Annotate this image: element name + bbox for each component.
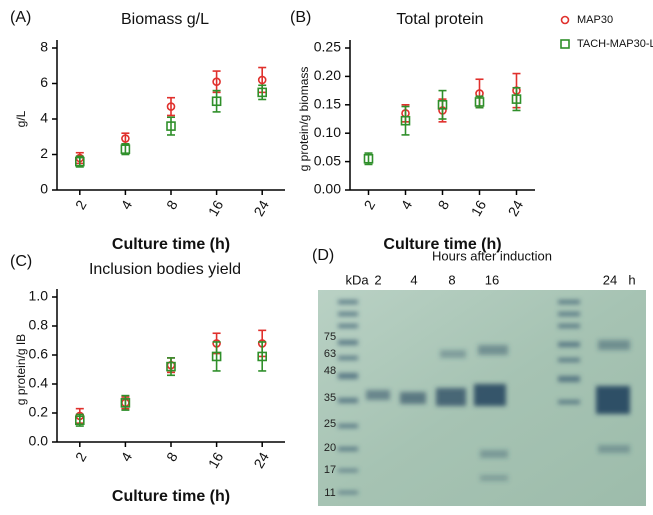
y-tick-label: 0.0: [29, 433, 49, 449]
y-axis-label: g/L: [14, 110, 28, 127]
y-tick-label: 0.8: [29, 317, 49, 333]
x-tick-label: 8: [435, 197, 453, 212]
y-tick-label: 0.10: [314, 124, 341, 140]
x-tick-label: 2: [72, 197, 90, 212]
legend-marker: [560, 15, 570, 25]
lane-label: 24: [603, 272, 617, 287]
chart-title: Biomass g/L: [121, 11, 209, 28]
error-bar: [167, 357, 175, 377]
data-point: [363, 153, 374, 164]
error-bar: [212, 89, 221, 113]
error-bar: [512, 86, 521, 112]
legend-label: TACH-MAP30-LATA: [577, 38, 653, 50]
x-axis-label: Culture time (h): [112, 488, 230, 505]
y-axis-label: g protein/g biomass: [297, 67, 311, 172]
y-tick-label: 4: [40, 110, 48, 126]
data-point: [75, 156, 85, 167]
error-bar: [401, 105, 410, 136]
x-tick-label: 2: [72, 449, 90, 464]
x-axis-label: Culture time (h): [383, 236, 501, 253]
y-tick-label: 6: [40, 74, 48, 90]
data-point: [120, 144, 131, 154]
lane-label: 16: [485, 272, 499, 287]
x-tick-label: 24: [505, 197, 527, 219]
panel-label: (B): [290, 9, 311, 26]
y-tick-label: 0.6: [29, 346, 49, 362]
legend-marker: [560, 39, 570, 49]
data-point: [75, 415, 85, 426]
chart-title: Total protein: [396, 11, 483, 28]
y-axis-label: g protein/g IB: [14, 334, 28, 405]
y-tick-label: 0: [40, 181, 48, 197]
data-point: [166, 102, 176, 111]
x-tick-label: 24: [250, 197, 272, 219]
data-point: [121, 134, 130, 143]
panel-label: (A): [10, 9, 31, 26]
lane-label: 2: [374, 272, 381, 287]
error-bar: [167, 116, 175, 136]
gel-header: Hours after induction: [432, 248, 552, 263]
panel-label: (C): [10, 253, 32, 270]
lane-label: 8: [448, 272, 455, 287]
error-bar: [438, 89, 447, 120]
y-tick-label: 0.25: [314, 39, 341, 55]
y-tick-label: 0.20: [314, 67, 341, 83]
marker-label: 17: [324, 464, 336, 476]
data-point: [474, 97, 485, 107]
x-tick-label: 4: [117, 449, 135, 464]
y-tick-label: 0.2: [29, 404, 49, 420]
data-point: [437, 100, 448, 110]
marker-label: 35: [324, 392, 336, 404]
y-tick-label: 0.05: [314, 152, 341, 168]
y-tick-label: 0.4: [29, 375, 49, 391]
y-tick-label: 2: [40, 145, 48, 161]
y-tick-label: 0.15: [314, 96, 341, 112]
data-point: [211, 351, 222, 362]
y-tick-label: 0.00: [314, 181, 341, 197]
x-tick-label: 16: [205, 197, 227, 219]
data-point: [257, 87, 268, 98]
data-point: [511, 94, 522, 104]
data-point: [120, 398, 131, 408]
marker-label: 20: [324, 442, 336, 454]
marker-label: 11: [324, 487, 335, 499]
data-point: [166, 121, 176, 131]
data-point: [257, 75, 267, 85]
x-axis-label: Culture time (h): [112, 236, 230, 253]
data-point: [257, 351, 268, 362]
y-tick-label: 1.0: [29, 288, 49, 304]
marker-label: 75: [324, 331, 336, 343]
legend-label: MAP30: [577, 14, 613, 26]
x-tick-label: 4: [398, 197, 416, 212]
x-tick-label: 16: [205, 449, 227, 471]
chart-title: Inclusion bodies yield: [89, 261, 241, 278]
x-tick-label: 8: [163, 449, 181, 464]
x-tick-label: 4: [117, 197, 135, 212]
error-bar: [167, 96, 175, 117]
gel-unit: kDa: [345, 272, 369, 287]
marker-label: 48: [324, 365, 336, 377]
y-tick-label: 8: [40, 39, 48, 55]
marker-label: 25: [324, 418, 336, 430]
marker-label: 63: [324, 348, 336, 360]
error-bar: [212, 341, 221, 372]
data-point: [400, 115, 411, 126]
gel-panel: [318, 290, 646, 506]
x-tick-label: 24: [250, 449, 272, 471]
x-tick-label: 2: [361, 197, 379, 212]
error-bar: [258, 341, 267, 372]
lane-unit: h: [628, 272, 635, 287]
panel-label: (D): [312, 247, 334, 264]
gel-bands: [338, 300, 630, 494]
data-point: [166, 361, 176, 372]
lane-label: 4: [410, 272, 417, 287]
data-point: [211, 96, 222, 107]
x-tick-label: 8: [163, 197, 181, 212]
data-point: [212, 77, 221, 87]
error-bar: [121, 394, 130, 411]
x-tick-label: 16: [468, 197, 490, 219]
